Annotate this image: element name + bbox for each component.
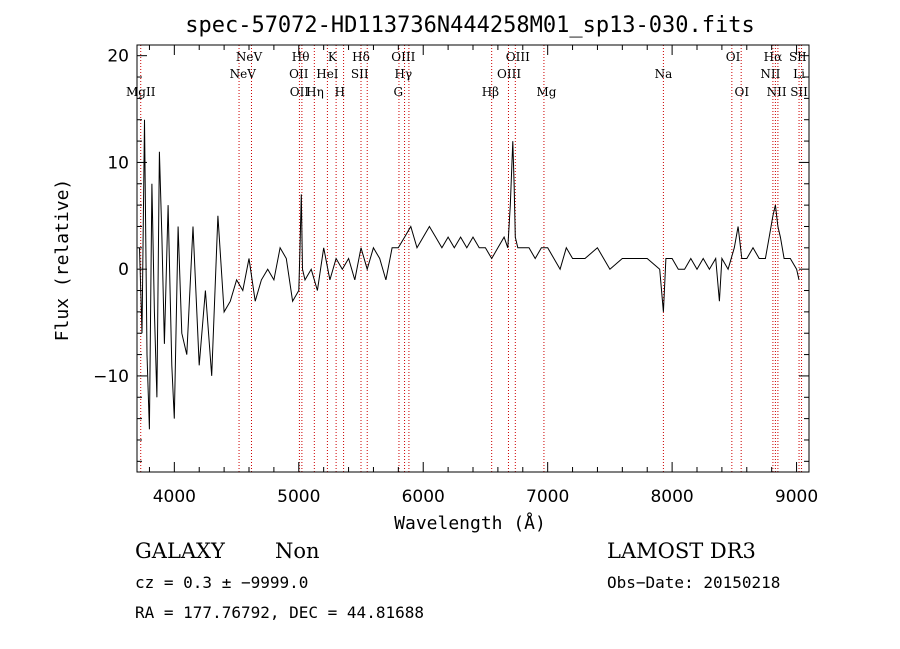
spectral-line-label: NeV [236, 50, 263, 64]
survey-name: LAMOST DR3 [607, 539, 756, 563]
spectrum-line [139, 119, 800, 430]
x-tick-label: 7000 [526, 487, 569, 507]
spectral-line-label: MgII [126, 85, 156, 99]
spectral-line-label: SII [790, 85, 808, 99]
x-tick-label: 8000 [650, 487, 693, 507]
x-axis-label: Wavelength (Å) [394, 512, 546, 534]
spectral-line-label: NII [767, 85, 787, 99]
spectral-line-label: K [328, 50, 338, 64]
spectral-line-label: G [394, 85, 404, 99]
spectral-line-label: Na [655, 67, 673, 81]
y-axis-ticks: 20 10 0 −10 [93, 47, 809, 462]
x-tick-label: 5000 [277, 487, 320, 507]
spectral-line-label: Hδ [352, 50, 370, 64]
observation-date: Obs−Date: 20150218 [607, 573, 780, 592]
spectral-line-label: Hγ [394, 67, 412, 81]
spectral-line-label: OII [289, 67, 309, 81]
spectral-line-markers [140, 45, 803, 472]
y-tick-label: 10 [107, 153, 129, 173]
spectral-line-label: OII [290, 85, 310, 99]
spectral-line-label: OIII [497, 67, 521, 81]
y-tick-label: 0 [118, 260, 129, 280]
spectral-line-label: SII [351, 67, 369, 81]
x-tick-label: 4000 [153, 487, 196, 507]
spectral-line-label: Hη [306, 85, 324, 99]
spectral-line-label: NeV [230, 67, 257, 81]
x-tick-label: 9000 [775, 487, 818, 507]
x-tick-label: 6000 [402, 487, 445, 507]
spectral-line-label: Mg [536, 85, 556, 99]
spectral-line-label: Li [793, 67, 805, 81]
coordinates: RA = 177.76792, DEC = 44.81688 [135, 603, 424, 622]
object-subclass: Non [275, 539, 320, 563]
spectral-line-label: NII [760, 67, 780, 81]
spectral-line-label: SII [789, 50, 807, 64]
y-tick-label: 20 [107, 47, 129, 67]
spectral-line-label: OIII [391, 50, 415, 64]
y-axis-label: Flux (relative) [52, 179, 73, 342]
plot-frame [136, 44, 810, 473]
spectral-line-label: Hα [764, 50, 783, 64]
x-axis-ticks: 4000 5000 6000 7000 8000 9000 [148, 45, 818, 507]
redshift-cz: cz = 0.3 ± −9999.0 [135, 573, 308, 592]
spectral-line-label: OI [735, 85, 750, 99]
spectral-line-label: Hθ [292, 50, 310, 64]
spectral-line-label: OI [726, 50, 741, 64]
spectral-line-label: HeI [316, 67, 339, 81]
spectral-line-label: H [335, 85, 345, 99]
spectral-line-label: Hβ [482, 85, 499, 99]
y-tick-label: −10 [93, 367, 129, 387]
spectral-line-label: OIII [506, 50, 530, 64]
chart-title: spec-57072-HD113736N444258M01_sp13-030.f… [185, 13, 755, 38]
object-class: GALAXY [135, 539, 226, 563]
